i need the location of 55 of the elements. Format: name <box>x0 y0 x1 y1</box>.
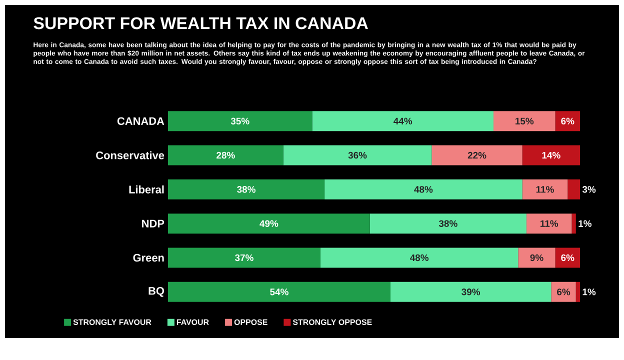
data-label: 38% <box>237 186 256 193</box>
data-label: 49% <box>260 220 278 227</box>
bar <box>283 145 432 166</box>
bar <box>168 145 284 166</box>
bar <box>493 111 556 132</box>
data-label: 3% <box>582 186 596 193</box>
y-tick-label: NDP <box>142 220 164 228</box>
data-label: 11% <box>540 220 558 227</box>
data-label: 6% <box>557 288 570 296</box>
y-tick-label: Liberal <box>129 185 164 194</box>
data-label: 6% <box>561 118 574 124</box>
data-label: 48% <box>410 254 429 262</box>
bar <box>168 111 312 132</box>
data-label: 6% <box>561 254 574 262</box>
y-tick-label: CANADA <box>117 117 164 125</box>
bar <box>576 282 580 302</box>
bar <box>168 248 320 268</box>
bar <box>568 179 580 200</box>
y-tick-label: Green <box>133 254 164 262</box>
bar <box>168 282 390 302</box>
data-label: 35% <box>230 118 250 124</box>
data-label: 14% <box>542 152 560 159</box>
data-label: 1% <box>582 288 596 296</box>
bar <box>324 179 522 200</box>
y-tick-label: Conservative <box>96 151 164 160</box>
data-label: 15% <box>516 118 534 124</box>
bar <box>555 248 580 268</box>
data-label: 54% <box>270 288 288 296</box>
bar <box>432 145 522 166</box>
data-label: 39% <box>462 288 480 296</box>
bar <box>555 111 580 132</box>
data-label: 48% <box>414 186 433 193</box>
data-label: 37% <box>234 254 254 262</box>
bar <box>522 179 568 200</box>
bar <box>390 282 552 302</box>
bar <box>551 282 576 302</box>
bar <box>312 111 494 132</box>
bar <box>526 214 572 234</box>
data-label: 36% <box>348 152 367 159</box>
bar <box>518 248 556 268</box>
bar <box>320 248 518 268</box>
data-label: 44% <box>394 118 412 124</box>
data-label: 28% <box>216 152 235 159</box>
data-label: 1% <box>578 220 592 227</box>
bar <box>168 214 370 234</box>
chart-title: SUPPORT FOR WEALTH TAX IN CANADA <box>34 17 368 30</box>
bar <box>522 145 580 166</box>
data-label: 9% <box>530 254 544 262</box>
y-tick-label: BQ <box>148 287 164 297</box>
data-label: 11% <box>536 186 554 193</box>
bar <box>168 179 325 200</box>
bar <box>370 214 526 234</box>
bar <box>572 214 576 234</box>
data-label: 38% <box>438 220 458 227</box>
data-label: 22% <box>468 152 486 159</box>
